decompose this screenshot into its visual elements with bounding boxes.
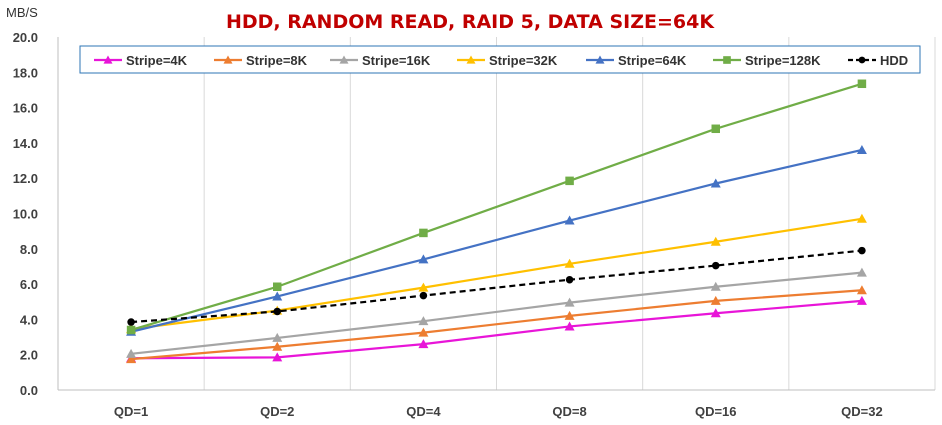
y-tick-label: 10.0	[13, 207, 38, 222]
data-point	[273, 307, 281, 316]
data-point	[564, 258, 575, 268]
y-tick-label: 12.0	[13, 171, 38, 186]
series-line	[130, 148, 863, 333]
data-point	[712, 261, 720, 270]
y-tick-label: 2.0	[20, 348, 38, 363]
legend-item: Stripe=8K	[214, 53, 308, 68]
x-tick-label: QD=8	[552, 404, 586, 419]
data-point	[856, 213, 867, 223]
data-point	[856, 267, 867, 277]
data-point	[710, 236, 721, 246]
legend-marker	[723, 56, 731, 64]
series-line	[130, 271, 863, 355]
legend-label: Stripe=16K	[362, 53, 431, 68]
data-point	[419, 228, 428, 238]
grid	[57, 37, 936, 391]
y-tick-label: 0.0	[20, 383, 38, 398]
series-line	[130, 82, 863, 332]
y-tick-label: 14.0	[13, 136, 38, 151]
legend-item: Stripe=4K	[94, 53, 188, 68]
series-stripe-8k	[126, 285, 867, 364]
data-point	[710, 295, 721, 305]
data-point	[565, 176, 574, 186]
data-point	[126, 325, 136, 335]
data-point	[857, 79, 867, 89]
legend-marker	[858, 56, 866, 64]
legend-marker	[339, 55, 349, 64]
y-tick-label: 4.0	[20, 312, 38, 327]
legend-label: HDD	[880, 53, 908, 68]
legend-marker	[466, 55, 476, 64]
data-point	[272, 332, 283, 342]
series-line	[131, 249, 863, 324]
y-tick-label: 6.0	[20, 277, 38, 292]
series-hdd	[127, 246, 866, 326]
data-point	[856, 295, 867, 305]
data-point	[273, 282, 282, 291]
data-point	[564, 215, 575, 225]
x-tick-label: QD=4	[406, 404, 441, 419]
x-tick-label: QD=1	[114, 404, 148, 419]
data-point	[418, 254, 429, 264]
legend-marker	[103, 55, 113, 64]
data-point	[272, 352, 283, 362]
y-tick-label: 18.0	[13, 65, 38, 80]
data-point	[858, 246, 866, 255]
legend-label: Stripe=64K	[618, 53, 687, 68]
y-tick-label: 16.0	[13, 101, 38, 116]
y-tick-label: 8.0	[20, 242, 38, 257]
legend-marker	[223, 55, 233, 64]
series-line	[130, 289, 862, 361]
data-point	[418, 327, 429, 337]
x-tick-label: QD=2	[260, 404, 294, 419]
x-tick-label: QD=32	[841, 404, 883, 419]
x-axis: QD=1 QD=2 QD=4 QD=8 QD=16 QD=32	[114, 404, 883, 419]
data-point	[710, 308, 721, 318]
data-point	[419, 291, 428, 300]
data-point	[126, 348, 137, 358]
legend-label: Stripe=128K	[745, 53, 821, 68]
legend: Stripe=4K Stripe=8K Stripe=16K Stripe=32K St…	[79, 45, 921, 74]
data-point	[710, 178, 721, 188]
series-stripe-16k	[126, 267, 867, 358]
data-point	[564, 310, 575, 320]
series-stripe-128k	[126, 79, 867, 335]
y-axis: 0.0 2.0 4.0 6.0 8.0 10.0 12.0 14.0 16.0 18.0 20.0	[13, 30, 38, 398]
chart-title: HDD, RANDOM READ, RAID 5, DATA SIZE=64K	[226, 11, 715, 33]
data-point	[856, 144, 867, 154]
data-point	[710, 281, 721, 291]
data-point	[564, 321, 575, 331]
legend-item: Stripe=16K	[330, 53, 431, 68]
legend-item: Stripe=128K	[713, 53, 821, 68]
legend-label: Stripe=32K	[489, 53, 558, 68]
x-tick-label: QD=16	[695, 404, 737, 419]
legend-item: Stripe=64K	[586, 53, 687, 68]
legend-marker	[595, 55, 605, 64]
data-point	[711, 124, 720, 134]
series-line	[131, 299, 863, 360]
data-point	[564, 297, 575, 307]
data-point	[126, 354, 137, 364]
data-point	[565, 275, 574, 284]
data-point	[418, 282, 429, 292]
legend-label: Stripe=8K	[246, 53, 308, 68]
data-point	[856, 285, 867, 295]
y-axis-unit-label: MB/S	[6, 5, 38, 20]
legend-item: HDD	[848, 53, 908, 68]
data-point	[418, 339, 429, 349]
data-point	[272, 341, 283, 351]
series-group	[126, 79, 867, 364]
data-point	[127, 318, 135, 326]
y-tick-label: 20.0	[13, 30, 38, 45]
legend-item: Stripe=32K	[457, 53, 558, 68]
data-point	[418, 316, 429, 326]
data-point	[272, 291, 283, 301]
legend-label: Stripe=4K	[126, 53, 188, 68]
